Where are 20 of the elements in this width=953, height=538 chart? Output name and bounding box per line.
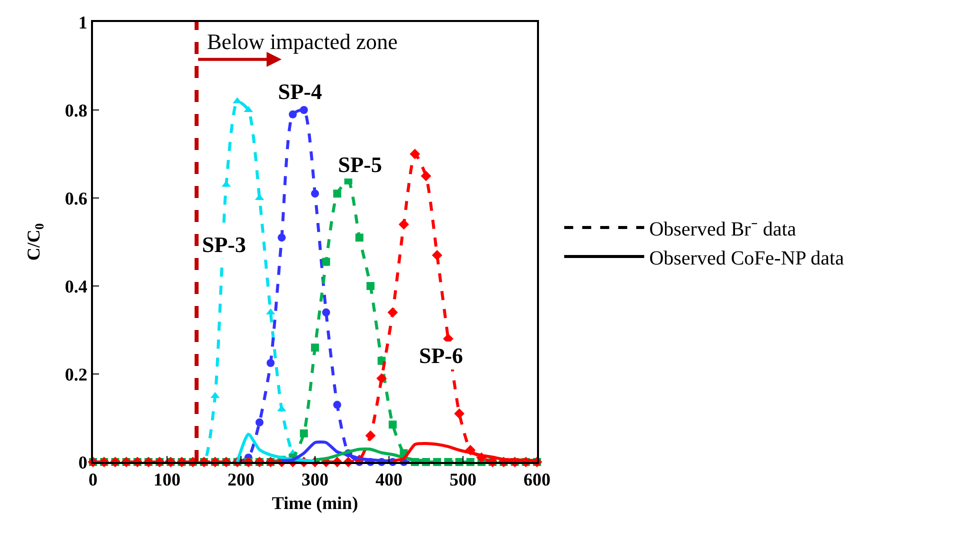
y-tick-label: 0.4 — [64, 276, 88, 296]
x-tick-label: 100 — [154, 470, 180, 490]
x-tick-label: 300 — [302, 470, 328, 490]
y-tick-label: 0.2 — [64, 364, 88, 384]
x-tick-label: 500 — [450, 470, 476, 490]
y-tick-label: 0.6 — [64, 188, 88, 208]
annotation: SP-6 — [419, 343, 463, 368]
annotation: SP-3 — [202, 232, 246, 257]
y-tick-label: 0 — [78, 452, 88, 472]
x-tick-label: 200 — [228, 470, 254, 490]
y-tick-label: 1 — [78, 12, 88, 32]
legend-label: Observed Br⁻ data — [649, 218, 796, 240]
annotation: SP-5 — [338, 152, 382, 177]
x-axis-title: Time (min) — [272, 493, 358, 514]
x-tick-label: 600 — [524, 470, 550, 490]
ref-line-label: Below impacted zone — [207, 29, 398, 54]
x-tick-label: 400 — [376, 470, 402, 490]
annotation: SP-4 — [278, 79, 322, 104]
y-tick-label: 0.8 — [64, 100, 88, 120]
legend-label: Observed CoFe-NP data — [649, 247, 844, 270]
